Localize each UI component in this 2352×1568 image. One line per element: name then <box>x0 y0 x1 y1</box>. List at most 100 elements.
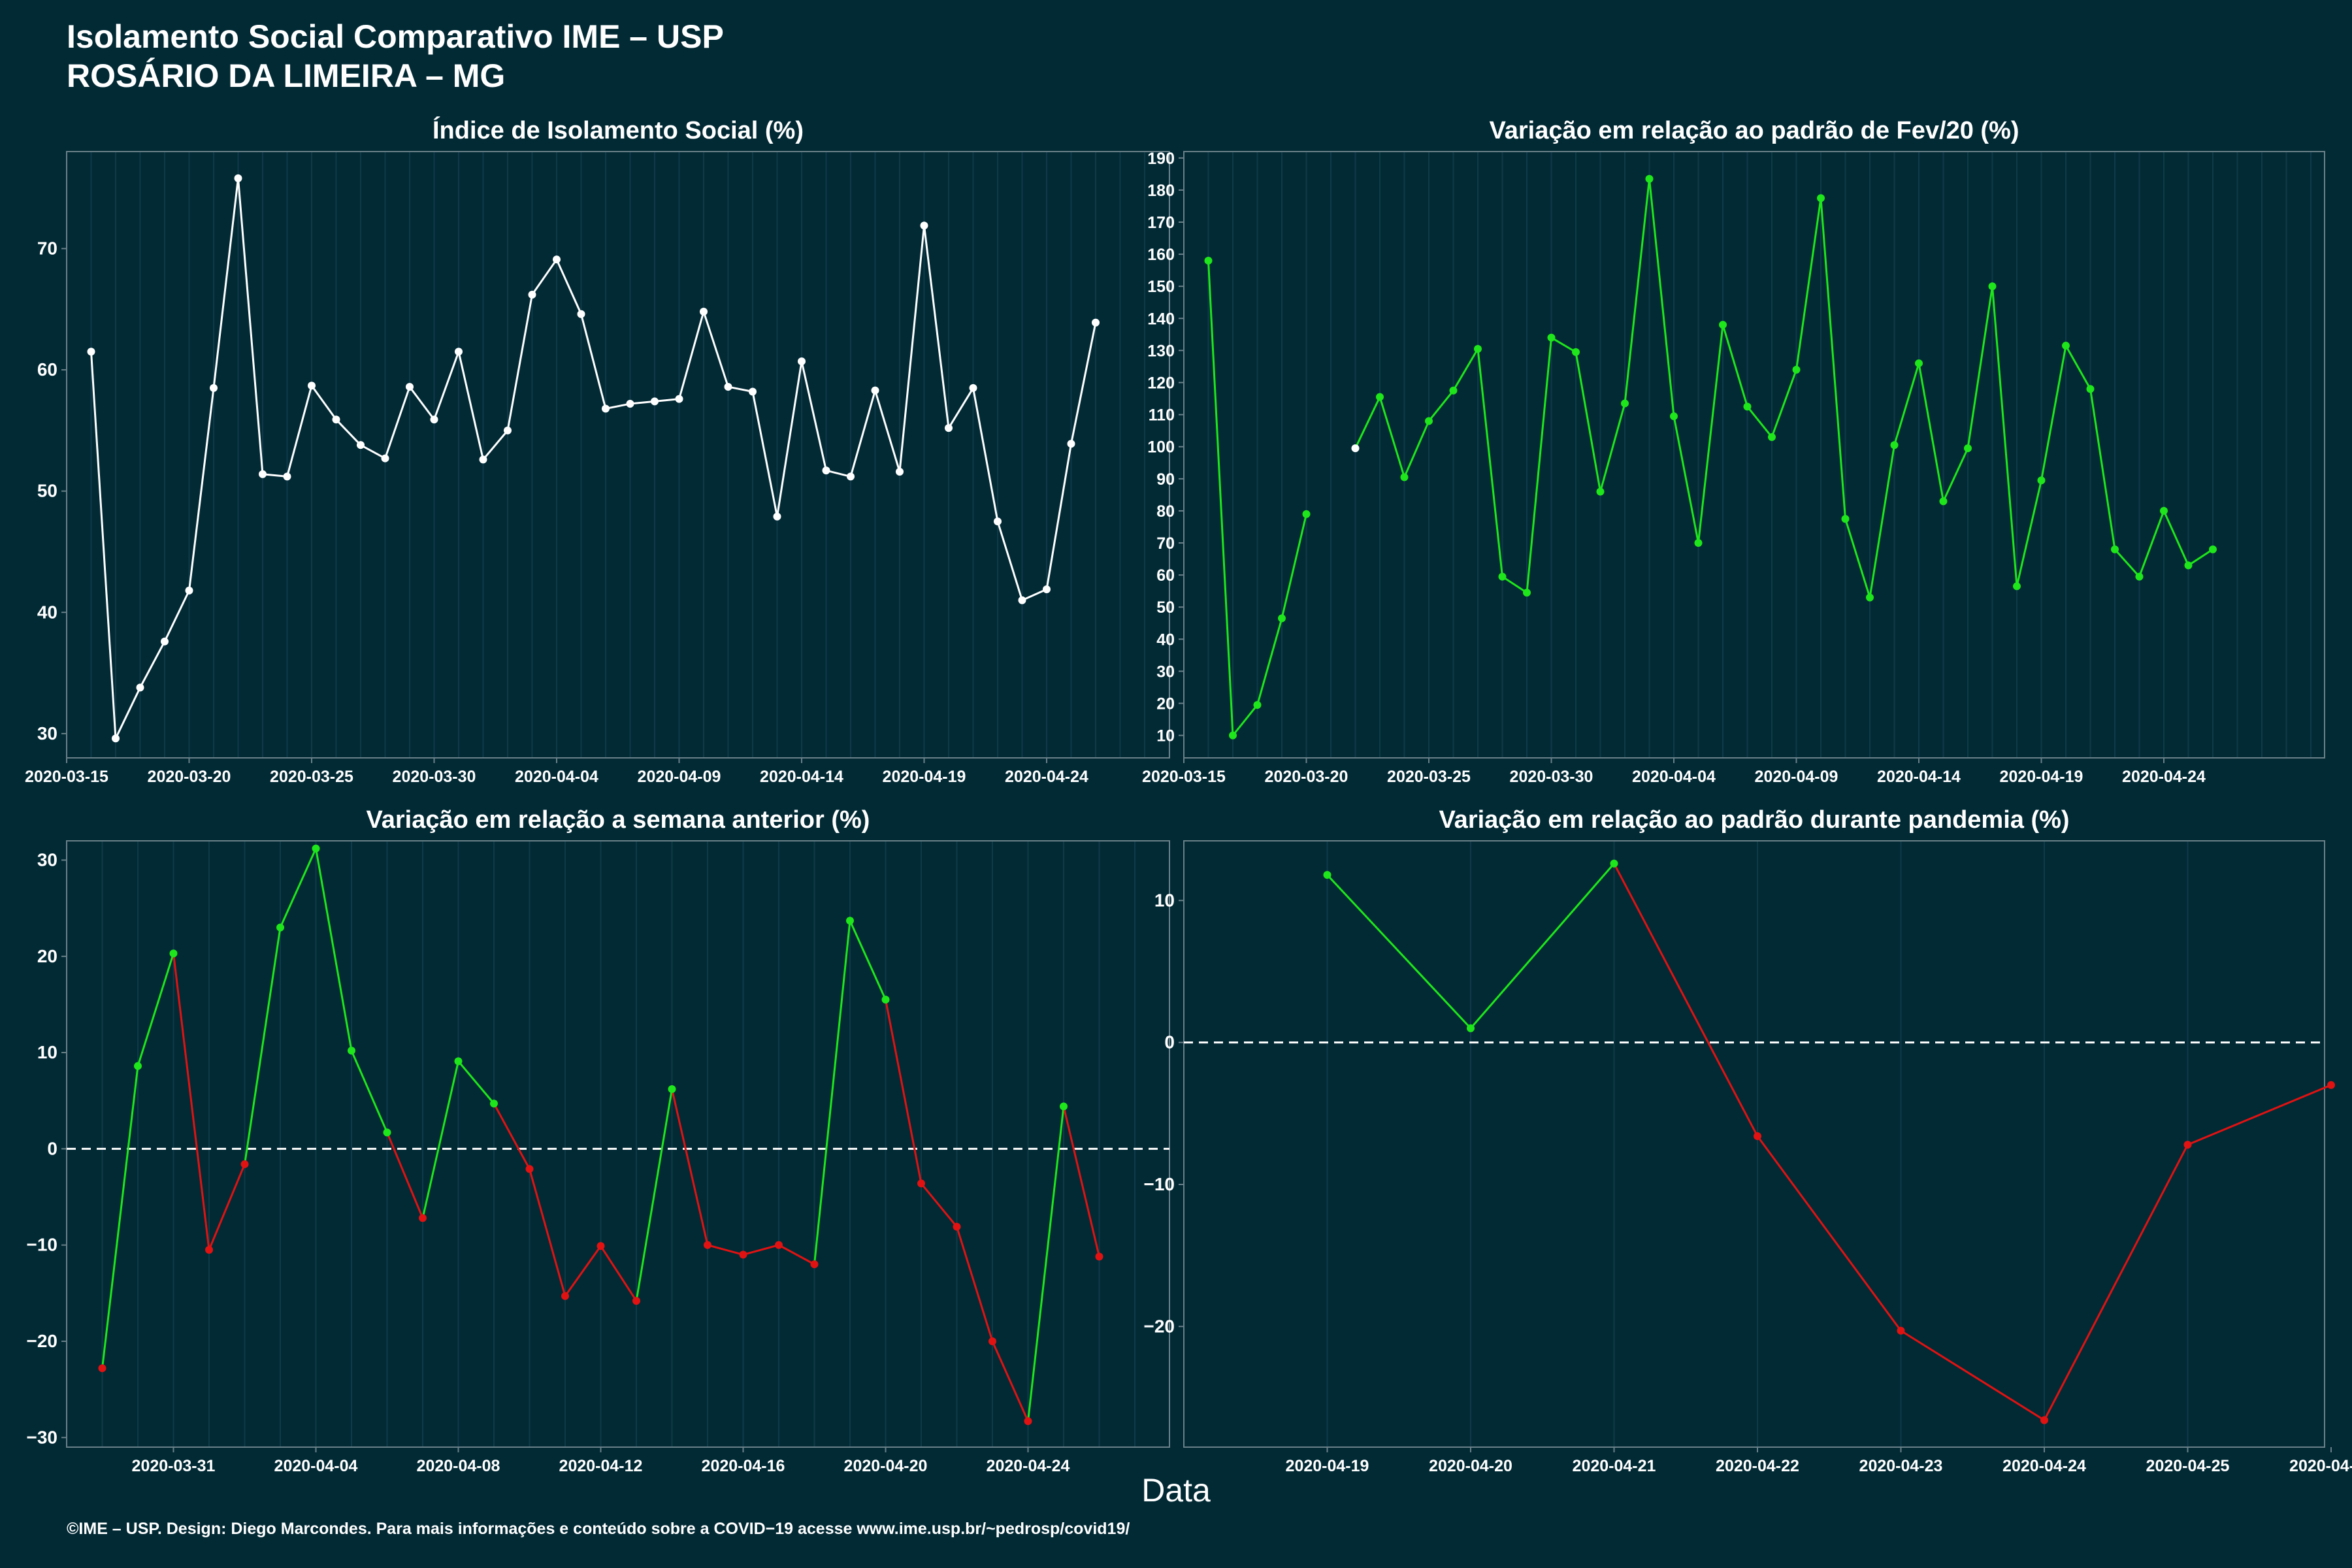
data-point <box>308 382 316 390</box>
series-line-segment <box>360 444 386 459</box>
series-line-segment <box>885 999 923 1184</box>
y-tick-label: 70 <box>1156 534 1175 553</box>
data-point <box>210 384 218 392</box>
series-line-segment <box>188 387 215 591</box>
series-line-segment <box>1942 448 1969 502</box>
data-point <box>1939 497 1948 506</box>
data-point <box>675 395 683 403</box>
series-line-segment <box>137 953 174 1067</box>
series-line-segment <box>139 641 166 689</box>
data-point <box>357 441 365 449</box>
series-line-segment <box>421 1060 459 1218</box>
y-tick-label: 180 <box>1147 182 1175 200</box>
data-point <box>525 1165 534 1173</box>
series-line-segment <box>1428 389 1454 422</box>
data-point <box>1425 417 1433 425</box>
series-line-segment <box>580 314 607 409</box>
y-tick-label: −20 <box>27 1331 58 1351</box>
y-tick-label: −20 <box>1144 1316 1175 1336</box>
series-line-segment <box>457 351 484 460</box>
series-line-segment <box>813 921 851 1265</box>
data-point <box>1988 282 1997 291</box>
data-point <box>1229 731 1237 740</box>
x-tick-label: 2020-04-25 <box>2146 1457 2230 1475</box>
data-point <box>632 1297 640 1305</box>
series-line-segment <box>1477 348 1503 577</box>
panel-3: Variação em relação a semana anterior (%… <box>27 806 1170 1475</box>
y-tick-label: 60 <box>37 359 57 380</box>
y-tick-label: −10 <box>1144 1174 1175 1194</box>
series-line-segment <box>1599 403 1626 492</box>
series-line-segment <box>506 294 533 431</box>
series-line-segment <box>1452 348 1479 391</box>
data-point <box>136 683 144 692</box>
data-point <box>553 255 561 264</box>
series-line-segment <box>1207 260 1234 736</box>
data-point <box>276 923 284 932</box>
data-point <box>1204 256 1213 265</box>
data-point <box>596 1242 605 1250</box>
data-point <box>1043 585 1051 594</box>
data-point <box>259 470 267 478</box>
data-point <box>1400 473 1409 482</box>
data-point <box>1095 1252 1103 1261</box>
data-point <box>2160 506 2168 515</box>
data-point <box>348 1047 355 1055</box>
data-point <box>98 1364 106 1373</box>
data-point <box>430 416 438 424</box>
y-tick-label: 20 <box>1156 695 1175 713</box>
series-line-segment <box>90 351 117 739</box>
data-point <box>112 734 120 743</box>
data-point <box>871 386 879 395</box>
x-tick-label: 2020-04-24 <box>987 1457 1070 1475</box>
data-point <box>881 996 890 1004</box>
series-line-segment <box>1403 420 1430 478</box>
x-tick-label: 2020-04-04 <box>1632 768 1716 786</box>
data-point <box>953 1222 961 1231</box>
series-line-segment <box>920 1183 958 1228</box>
series-line-segment <box>335 419 362 446</box>
series-line-segment <box>1697 324 1724 544</box>
series-line-segment <box>1045 444 1072 590</box>
footer-credit: ©IME – USP. Design: Diego Marcondes. Par… <box>67 1520 1130 1538</box>
data-point <box>561 1292 569 1300</box>
series-line-segment <box>2040 345 2067 481</box>
series-line-segment <box>630 400 655 405</box>
data-point <box>1253 700 1262 709</box>
data-point <box>312 844 320 853</box>
y-tick-label: 10 <box>37 1042 57 1062</box>
y-tick-label: 40 <box>1156 630 1175 649</box>
y-tick-label: 50 <box>37 481 57 501</box>
series-line-segment <box>743 1244 779 1256</box>
data-point <box>455 348 463 356</box>
x-tick-label: 2020-04-19 <box>1286 1457 1369 1475</box>
series-line-segment <box>1967 286 1993 449</box>
panel-title: Variação em relação ao padrão de Fev/20 … <box>1489 117 2019 144</box>
panel-1: Índice de Isolamento Social (%) 30 40 50 60 7… <box>25 116 1170 786</box>
series-line-segment <box>408 386 435 421</box>
series-line-segment <box>2089 389 2116 550</box>
data-point <box>1351 444 1360 453</box>
data-point <box>240 1160 249 1168</box>
data-point <box>1890 441 1899 449</box>
y-tick-label: 10 <box>1156 727 1175 745</box>
series-line-segment <box>654 398 679 402</box>
x-tick-label: 2020-03-20 <box>148 768 231 786</box>
data-point <box>2183 1141 2192 1149</box>
y-tick-label: 190 <box>1147 150 1175 168</box>
data-point <box>2327 1081 2335 1089</box>
series-line-segment <box>1379 397 1405 478</box>
data-point <box>205 1246 213 1254</box>
x-axis-title: Data <box>1141 1472 1211 1509</box>
y-tick-label: 30 <box>37 849 57 870</box>
data-point <box>383 1128 391 1137</box>
series-line-segment <box>310 385 337 421</box>
data-point <box>1817 194 1825 203</box>
data-point <box>1018 596 1026 604</box>
series-line-segment <box>671 1088 709 1246</box>
x-tick-label: 2020-04-12 <box>559 1457 643 1475</box>
data-point <box>626 400 634 408</box>
series-line-segment <box>1900 1330 2045 1421</box>
series-line-segment <box>1232 704 1258 736</box>
x-tick-label: 2020-04-09 <box>638 768 721 786</box>
